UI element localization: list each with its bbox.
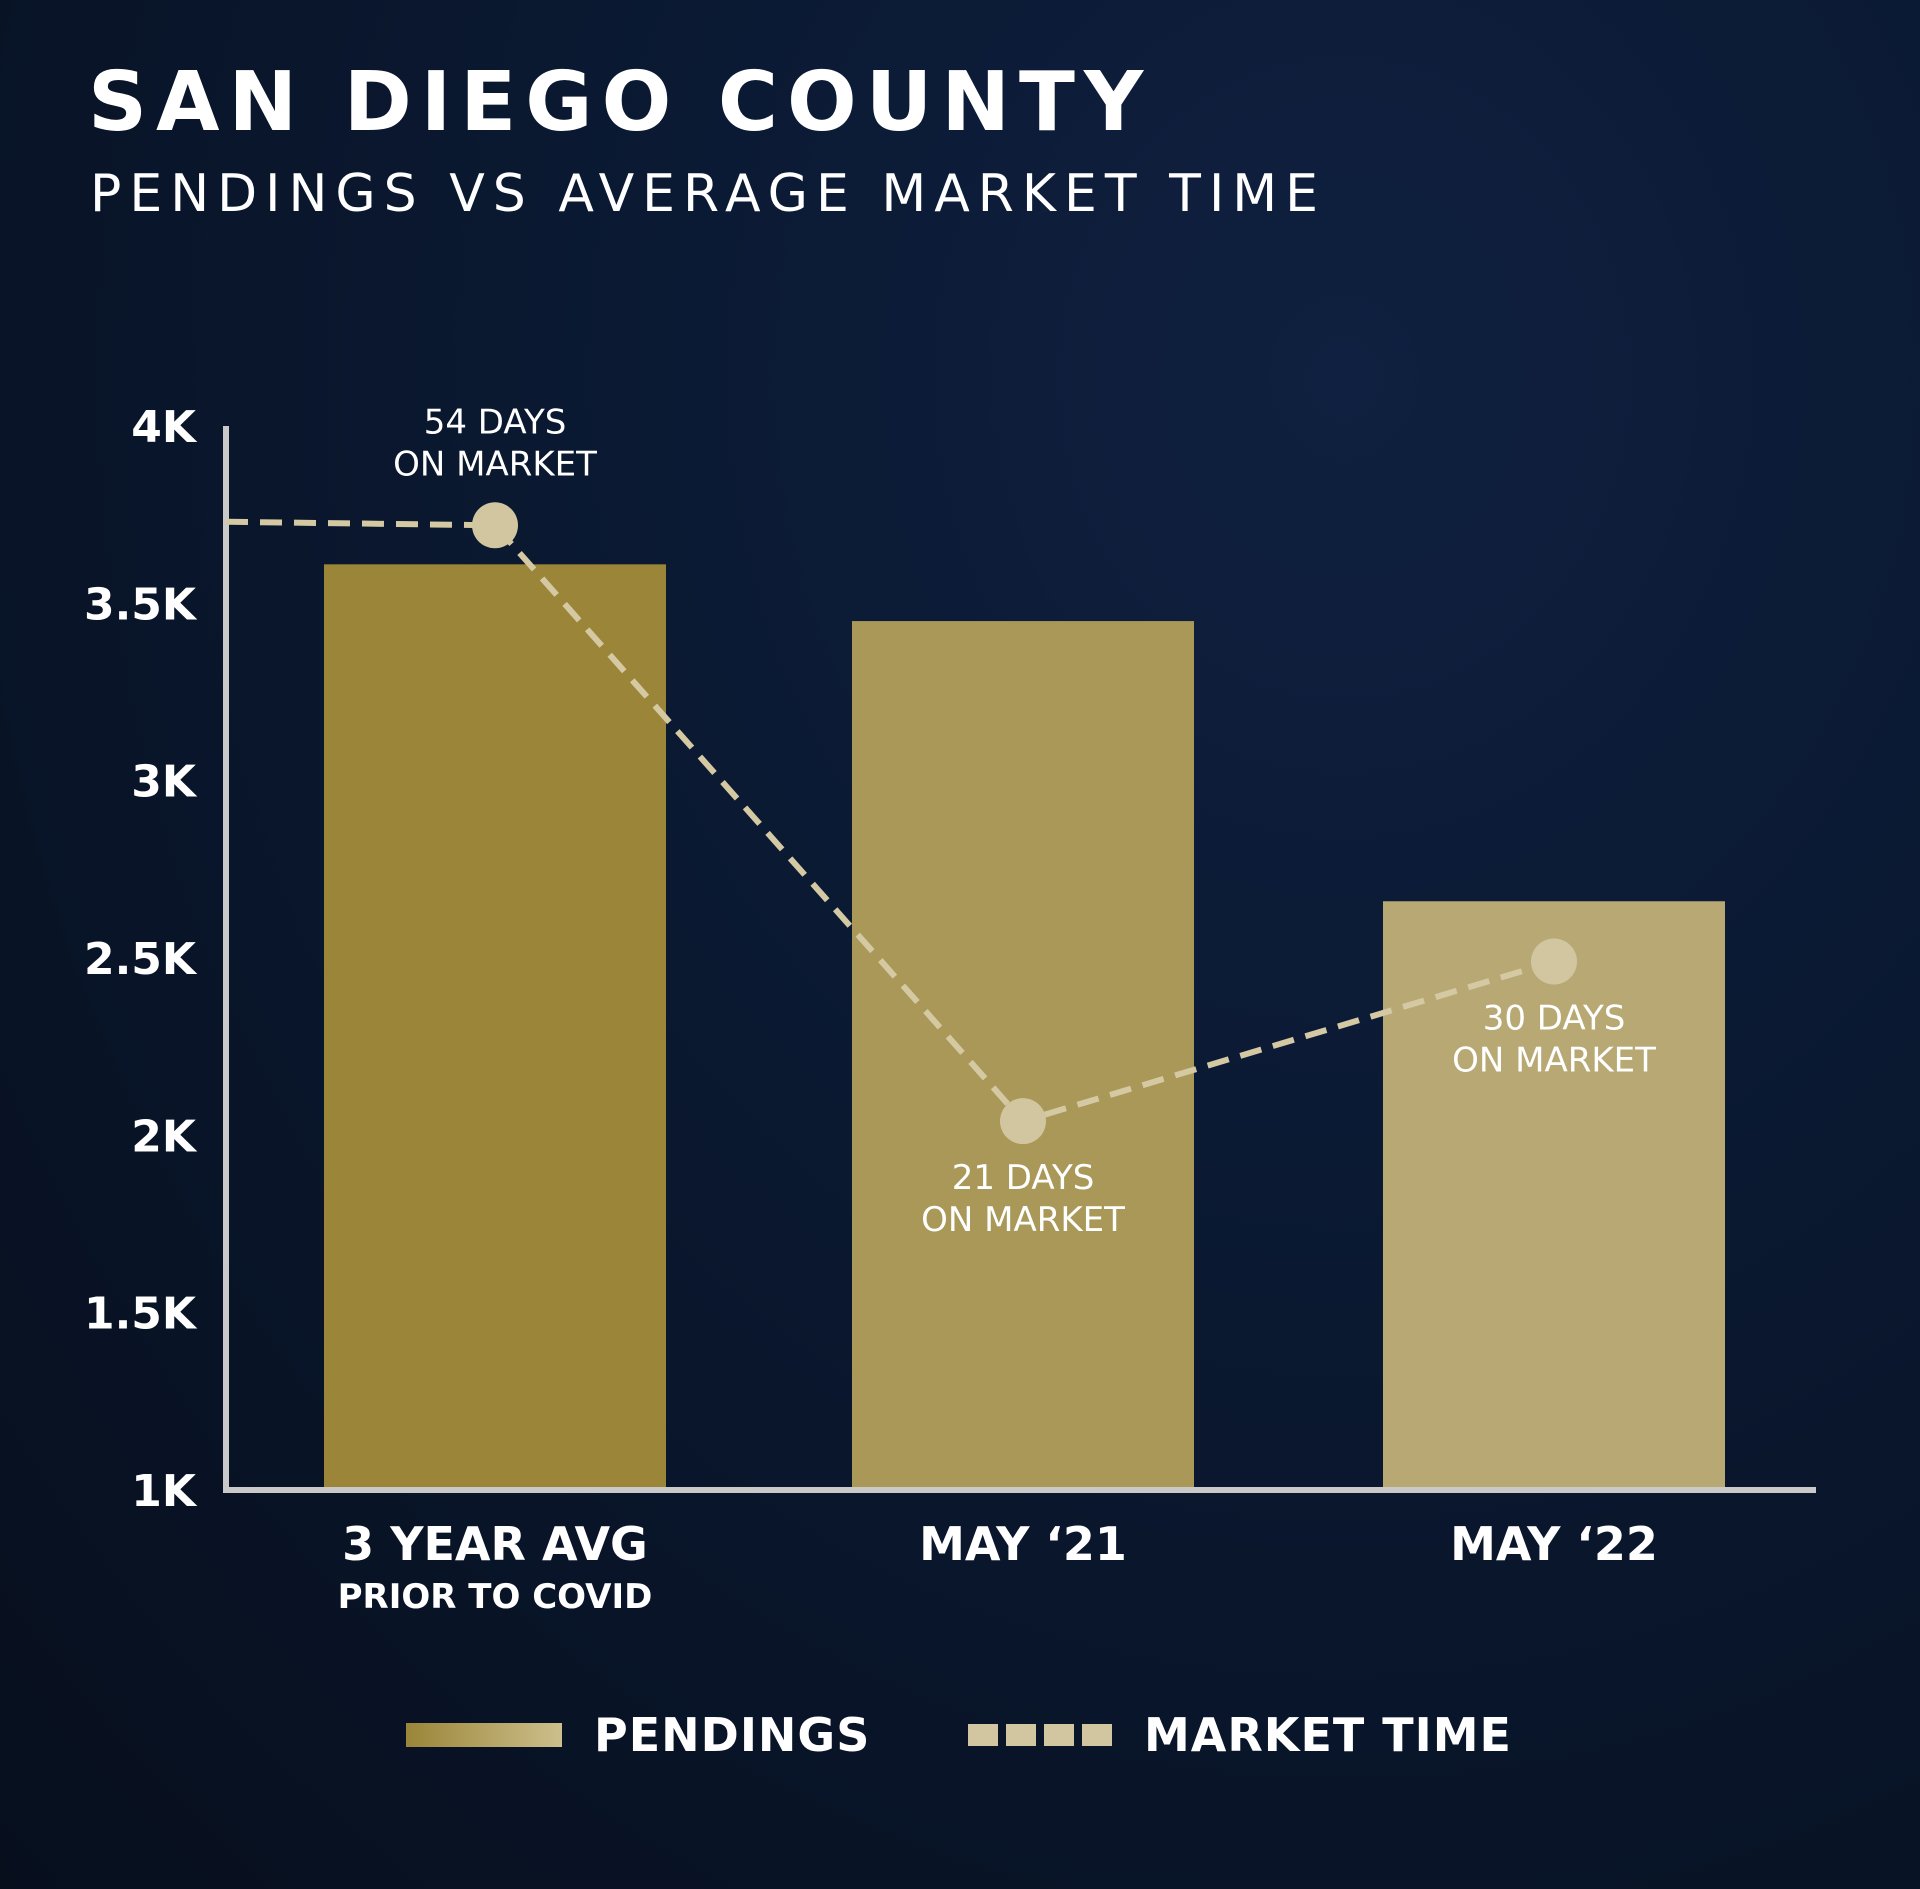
market-time-line [225, 518, 1555, 1125]
market-time-data-label: ON MARKET [921, 1200, 1125, 1240]
legend-item-pendings: PENDINGS [406, 1700, 870, 1770]
x-tick-label: 3 YEAR AVG [342, 1517, 648, 1571]
market-time-line-layer [225, 502, 1577, 1145]
pendings-bar [1383, 901, 1725, 1490]
market-time-data-label: 30 DAYS [1483, 999, 1626, 1039]
x-tick-label: MAY ‘22 [1450, 1517, 1658, 1571]
labels-layer: 3 YEAR AVG PRIOR TO COVID MAY ‘21 MAY ‘22 54… [338, 402, 1658, 1617]
market-time-point [1531, 938, 1577, 985]
y-tick-label: 1K [131, 1466, 198, 1517]
legend-label-market-time: MARKET TIME [1144, 1708, 1512, 1762]
legend-swatch-pendings [406, 1723, 562, 1747]
page-subtitle: PENDINGS VS AVERAGE MARKET TIME [90, 164, 1326, 224]
y-tick-label: 2.5K [84, 934, 198, 985]
axes-layer: 1K 1.5K 2K 2.5K 3K 3.5K 4K [84, 402, 1816, 1517]
market-time-data-label: ON MARKET [393, 444, 597, 484]
y-tick-label: 1.5K [84, 1289, 198, 1340]
pendings-bar [852, 621, 1194, 1490]
market-time-data-label: 54 DAYS [424, 402, 567, 442]
y-tick-label: 3.5K [84, 579, 198, 630]
market-time-point [1000, 1098, 1046, 1145]
x-tick-label: MAY ‘21 [919, 1517, 1127, 1571]
market-time-data-label: 21 DAYS [952, 1158, 1095, 1198]
y-tick-label: 4K [131, 402, 198, 453]
legend-item-market-time: MARKET TIME [968, 1700, 1512, 1770]
y-tick-label: 2K [131, 1111, 198, 1162]
x-tick-sublabel: PRIOR TO COVID [338, 1577, 653, 1617]
legend: PENDINGS MARKET TIME [0, 1700, 1920, 1770]
page-title: SAN DIEGO COUNTY [88, 55, 1153, 150]
market-time-data-label: ON MARKET [1452, 1041, 1656, 1081]
market-time-point [472, 502, 518, 549]
y-tick-label: 3K [131, 757, 198, 808]
legend-label-pendings: PENDINGS [594, 1708, 871, 1762]
bars-layer [324, 564, 1725, 1490]
pendings-bar [324, 564, 666, 1490]
legend-swatch-market-time [968, 1724, 1112, 1746]
